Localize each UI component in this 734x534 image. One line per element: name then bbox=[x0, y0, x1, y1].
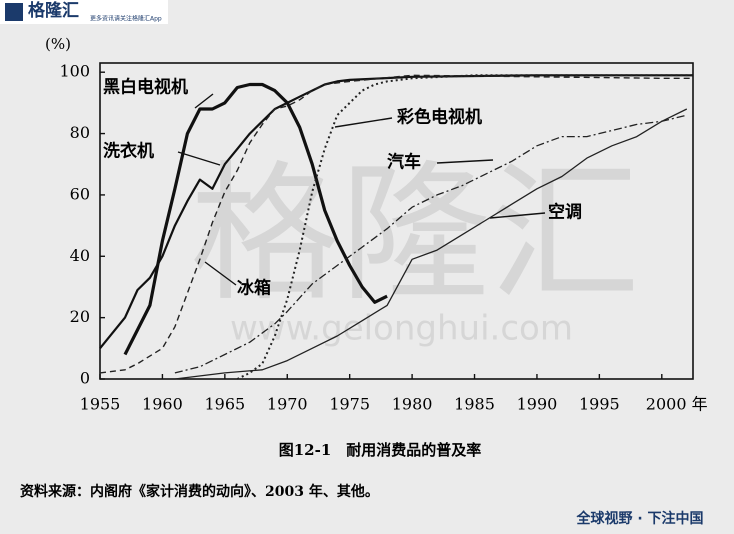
y-tick-label: 0 bbox=[80, 369, 90, 388]
x-tick-label: 1990 bbox=[517, 395, 558, 414]
plot-frame bbox=[99, 62, 694, 380]
y-tick-label: 60 bbox=[70, 184, 90, 203]
watermark: 格隆汇 bbox=[190, 148, 640, 322]
series-label: 黑白电视机 bbox=[103, 77, 188, 98]
leaders bbox=[177, 93, 546, 286]
series-label: 汽车 bbox=[387, 152, 421, 173]
x-tick-label: 1975 bbox=[329, 395, 370, 414]
series-line bbox=[99, 74, 693, 349]
logo-icon bbox=[5, 3, 23, 21]
x-tick-label: 2000 年 bbox=[646, 395, 708, 414]
y-axis-label: (%) bbox=[45, 35, 71, 53]
source: 资料来源：内阁府《家计消费的动向》、2003 年、其他。 bbox=[20, 483, 379, 500]
x-tick-label: 1970 bbox=[267, 395, 308, 414]
logo-subtext: 更多资讯请关注格隆汇App bbox=[90, 15, 162, 23]
series-line bbox=[174, 108, 688, 380]
series-line bbox=[99, 74, 693, 374]
x-tick-label: 1995 bbox=[579, 395, 620, 414]
leader bbox=[334, 117, 393, 128]
series-label: 空调 bbox=[548, 202, 582, 223]
y-tick-label: 100 bbox=[59, 62, 90, 81]
logo-box bbox=[0, 0, 168, 24]
leader bbox=[177, 151, 221, 166]
series-label: 洗衣机 bbox=[103, 141, 154, 162]
footer-slogan: 全球视野 · 下注中国 bbox=[575, 510, 703, 527]
logo-text: 格隆汇 bbox=[28, 0, 79, 21]
series-label: 彩色电视机 bbox=[396, 107, 482, 128]
x-tick-label: 1985 bbox=[454, 395, 495, 414]
x-tick-label: 1955 bbox=[80, 395, 121, 414]
y-tick-label: 40 bbox=[70, 246, 90, 265]
y-tick-label: 20 bbox=[70, 307, 90, 326]
caption: 图12-1 耐用消费品的普及率 bbox=[279, 441, 482, 459]
leader bbox=[194, 93, 214, 109]
x-tick-label: 1960 bbox=[142, 395, 183, 414]
series-line bbox=[123, 82, 388, 356]
x-tick-label: 1965 bbox=[204, 395, 245, 414]
leader bbox=[204, 261, 237, 286]
x-tick-label: 1980 bbox=[392, 395, 433, 414]
series-label: 冰箱 bbox=[237, 278, 271, 299]
leader bbox=[489, 212, 546, 219]
leader bbox=[436, 159, 494, 164]
series-line bbox=[174, 114, 687, 374]
y-tick-label: 80 bbox=[70, 123, 90, 142]
watermark-url: www.gelonghui.com bbox=[230, 309, 573, 349]
